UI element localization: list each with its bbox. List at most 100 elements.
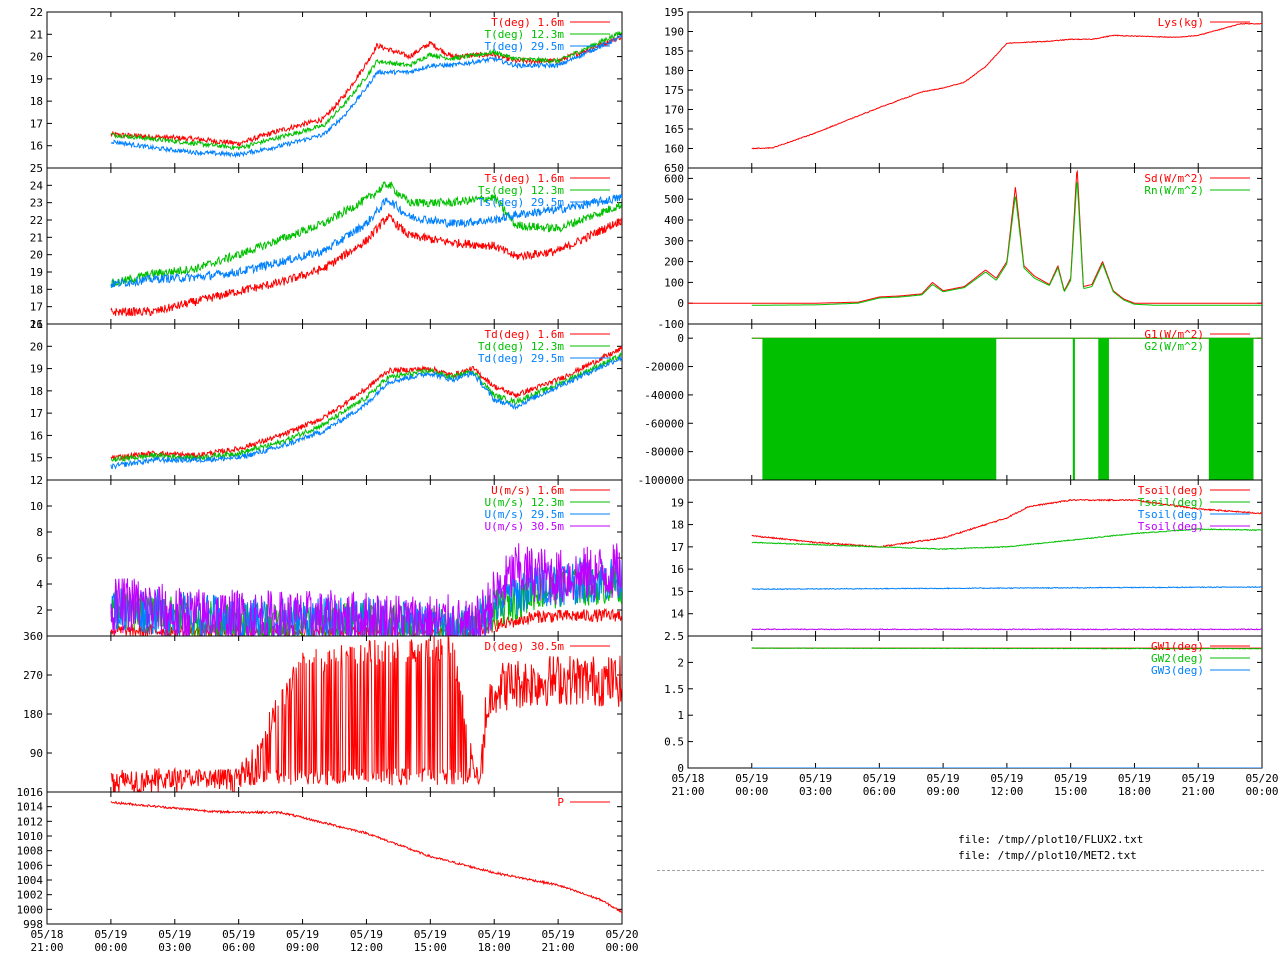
legend-label: P (557, 796, 564, 809)
x-tick-label: 05/20 (605, 928, 638, 941)
x-tick-label: 05/19 (863, 772, 896, 785)
series-line (110, 34, 622, 147)
series-tdew-1 (110, 352, 622, 463)
y-tick-label: 15 (30, 452, 43, 465)
x-tick-label: 05/18 (671, 772, 704, 785)
x-tick-label: 06:00 (863, 785, 896, 798)
y-tick-label: 22 (30, 6, 43, 19)
separator-line (657, 870, 1264, 871)
y-tick-label: 19 (30, 73, 43, 86)
legend-label: U(m/s) 12.3m (485, 496, 565, 509)
y-tick-label: 23 (30, 197, 43, 210)
y-tick-label: -100000 (638, 474, 684, 487)
plot-frame (687, 11, 1263, 169)
series-groundwater-1 (751, 647, 1262, 650)
series-line (751, 498, 1262, 548)
y-tick-label: -20000 (644, 361, 684, 374)
series-temp-0 (110, 34, 622, 147)
y-tick-label: -60000 (644, 417, 684, 430)
y-tick-label: 400 (664, 214, 684, 227)
panel-wdir: 90 180 270 360 D(deg) 30.5m (23, 630, 623, 793)
panel-groundwater: 05/1821:0005/1900:0005/1903:0005/1906:00… (664, 630, 1278, 798)
legend-label: Td(deg) 1.6m (485, 328, 565, 341)
series-line (110, 213, 622, 317)
series-line (751, 585, 1262, 591)
y-tick-label: 0 (677, 332, 684, 345)
y-tick-label: 21 (30, 231, 43, 244)
plot-area (751, 647, 1262, 768)
y-tick-label: 10 (30, 500, 43, 513)
x-tick-label: 05/19 (1118, 772, 1151, 785)
x-tick-label: 05/19 (1182, 772, 1215, 785)
legend-label: Ts(deg) 12.3m (478, 184, 564, 197)
legend-label: G2(W/m^2) (1144, 340, 1204, 353)
y-tick-label: 270 (23, 669, 43, 682)
x-tick-label: 05/19 (478, 928, 511, 941)
series-tsoil-2 (751, 585, 1262, 591)
y-tick-label: 1000 (17, 903, 44, 916)
x-tick-label: 06:00 (222, 941, 255, 954)
x-tick-label: 05/19 (414, 928, 447, 941)
y-tick-label: 165 (664, 123, 684, 136)
series-line (110, 180, 622, 288)
series-tsurf-0 (110, 213, 622, 317)
x-tick-label: 05/19 (222, 928, 255, 941)
x-tick-label: 05/19 (799, 772, 832, 785)
y-tick-label: 2.5 (664, 630, 684, 643)
y-tick-label: -80000 (644, 446, 684, 459)
y-tick-label: 20 (30, 340, 43, 353)
series-line (688, 169, 1262, 304)
y-tick-label: 15 (671, 585, 684, 598)
x-tick-label: 03:00 (158, 941, 191, 954)
y-tick-label: 170 (664, 104, 684, 117)
series-line (751, 22, 1262, 150)
plot-area (688, 169, 1262, 306)
y-tick-label: 1006 (17, 859, 44, 872)
y-tick-label: 1010 (17, 830, 44, 843)
y-tick-label: 0 (677, 297, 684, 310)
plot-area (110, 180, 622, 317)
series-temp-1 (110, 30, 622, 151)
y-tick-label: 1002 (17, 889, 44, 902)
y-tick-label: 19 (30, 363, 43, 376)
legend-label: U(m/s) 29.5m (485, 508, 565, 521)
legend-label: U(m/s) 30.5m (485, 520, 565, 533)
y-tick-label: 100 (664, 276, 684, 289)
series-tsoil-3 (751, 628, 1262, 631)
legend-label: T(deg) 12.3m (485, 28, 565, 41)
y-tick-label: 1012 (17, 815, 44, 828)
y-tick-label: 24 (30, 179, 44, 192)
legend-label: T(deg) 29.5m (485, 40, 565, 53)
series-tsoil-1 (751, 528, 1262, 551)
y-tick-label: 17 (30, 117, 43, 130)
y-tick-label: 22 (30, 214, 43, 227)
x-tick-label: 05/19 (94, 928, 127, 941)
file-label-met: file: /tmp//plot10/MET2.txt (958, 849, 1137, 862)
y-tick-label: -40000 (644, 389, 684, 402)
x-tick-label: 15:00 (414, 941, 447, 954)
legend-label: Td(deg) 29.5m (478, 352, 564, 365)
legend-label: GW1(deg) (1151, 640, 1204, 653)
series-lys-0 (751, 22, 1262, 150)
y-tick-label: 1008 (17, 845, 44, 858)
y-tick-label: 0.5 (664, 736, 684, 749)
y-tick-label: 16 (30, 318, 43, 331)
y-tick-label: 500 (664, 193, 684, 206)
legend-label: GW3(deg) (1151, 664, 1204, 677)
y-tick-label: 16 (30, 429, 43, 442)
legend-label: Lys(kg) (1158, 16, 1204, 29)
series-line (110, 543, 622, 636)
y-tick-label: 20 (30, 249, 43, 262)
legend-label: Tsoil(deg) (1138, 520, 1204, 533)
series-wdir-0 (110, 636, 622, 792)
series-line (751, 181, 1262, 306)
series-line (110, 636, 622, 792)
y-tick-label: 180 (23, 708, 43, 721)
x-tick-label: 12:00 (350, 941, 383, 954)
file-label-flux: file: /tmp//plot10/FLUX2.txt (958, 833, 1144, 846)
y-tick-label: 600 (664, 172, 684, 185)
